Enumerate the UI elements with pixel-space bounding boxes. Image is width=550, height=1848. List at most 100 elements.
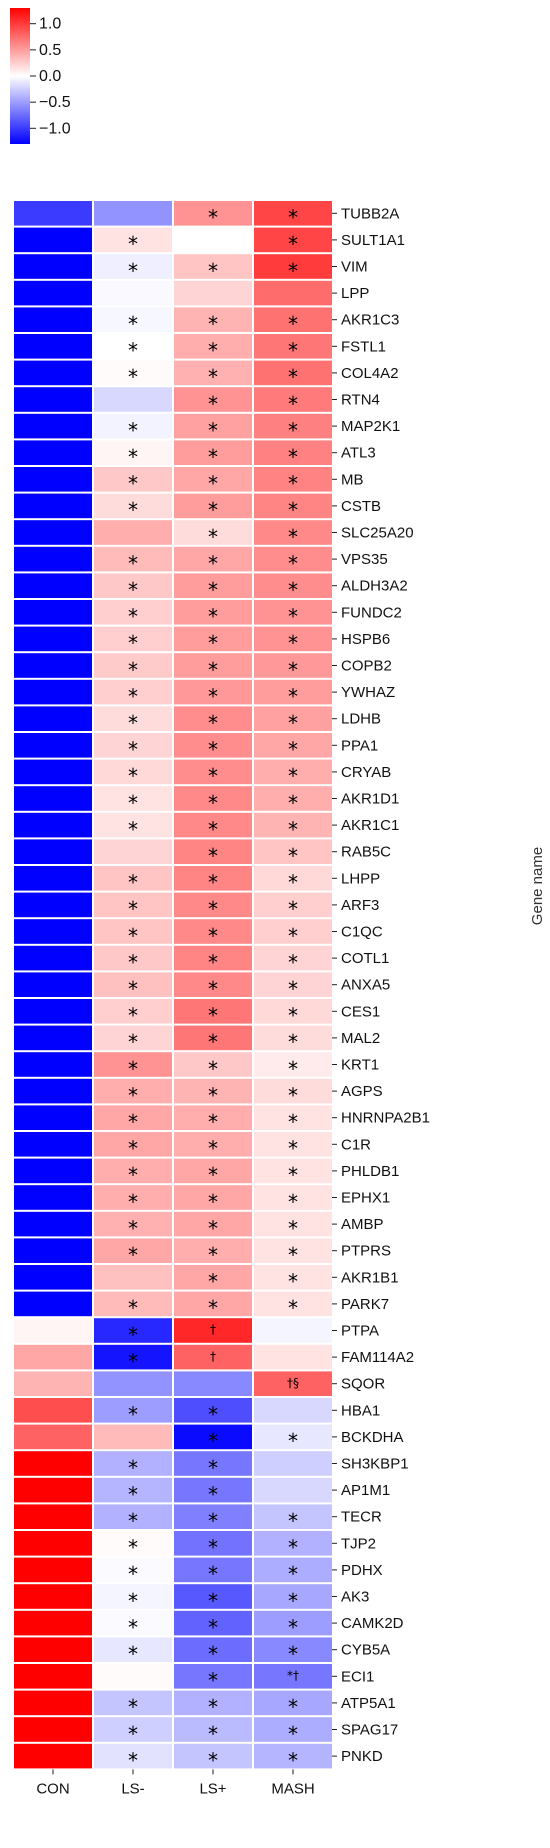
- heatmap-cell: [254, 1132, 332, 1157]
- heatmap-cell: [14, 1185, 92, 1210]
- significance-mark: *: [288, 924, 298, 948]
- significance-mark: *: [288, 658, 298, 682]
- heatmap-cell: [174, 1078, 252, 1104]
- heatmap-cell: [174, 999, 252, 1024]
- heatmap-cell: [94, 1690, 172, 1716]
- gene-label: FAM114A2: [341, 1349, 414, 1366]
- significance-mark: *: [288, 472, 298, 496]
- heatmap-cell: [254, 786, 332, 811]
- significance-mark: *: [208, 1669, 218, 1693]
- significance-mark: *: [128, 365, 138, 389]
- heatmap-cell: [174, 1451, 252, 1476]
- heatmap-cell: [14, 866, 92, 891]
- significance-mark: *: [208, 578, 218, 602]
- heatmap-cell: [254, 254, 332, 279]
- significance-mark: *: [208, 1270, 218, 1294]
- heatmap-cell: [254, 1238, 332, 1263]
- gene-label: RTN4: [341, 392, 380, 409]
- heatmap-cell: [94, 440, 172, 465]
- heatmap-cell: [174, 1637, 252, 1662]
- heatmap-cell: [254, 1185, 332, 1210]
- heatmap-cell: [254, 1211, 332, 1237]
- heatmap-cell: [94, 1424, 172, 1450]
- heatmap-cell: [94, 1291, 172, 1317]
- significance-mark: *: [208, 631, 218, 655]
- heatmap-cell: [174, 467, 252, 492]
- significance-mark: †: [210, 1349, 216, 1363]
- gene-label: CRYAB: [341, 764, 391, 781]
- heatmap-cell: [174, 360, 252, 386]
- significance-mark: *: [288, 1722, 298, 1746]
- heatmap-cell: [94, 467, 172, 492]
- heatmap-cell: [254, 999, 332, 1024]
- heatmap-cell: [14, 733, 92, 758]
- significance-mark: *: [208, 897, 218, 921]
- heatmap-cell: [174, 546, 252, 572]
- heatmap-cell: [254, 626, 332, 652]
- heatmap-cell: [14, 1265, 92, 1290]
- significance-mark: *: [208, 1642, 218, 1666]
- heatmap-cell: [174, 334, 252, 359]
- heatmap-cell: [254, 467, 332, 492]
- heatmap-cell: [174, 1185, 252, 1210]
- significance-mark: *: [208, 711, 218, 735]
- column-label: MASH: [271, 1780, 314, 1797]
- column-label: LS+: [199, 1780, 226, 1797]
- significance-mark: *: [288, 445, 298, 469]
- significance-mark: *: [128, 1190, 138, 1214]
- gene-axis-labels: TUBB2A SULT1A1 VIM LPP AKR1C3 FSTL1 COL4A2 RTN4…: [332, 205, 430, 1765]
- gene-label: C1R: [341, 1136, 371, 1153]
- heatmap-cell: [254, 413, 332, 439]
- gene-label: TJP2: [341, 1535, 376, 1552]
- heatmap-cell: [14, 1398, 92, 1423]
- significance-mark: *: [208, 1163, 218, 1187]
- significance-mark: †: [210, 1323, 216, 1337]
- heatmap-cell: [94, 1664, 172, 1689]
- heatmap-cell: [14, 1025, 92, 1051]
- heatmap-cell: [94, 307, 172, 332]
- heatmap-cell: [94, 600, 172, 625]
- heatmap-cell: [14, 1743, 92, 1769]
- heatmap-cell: [94, 1531, 172, 1556]
- heatmap-cell: [14, 413, 92, 439]
- heatmap-cell: [94, 1265, 172, 1290]
- gene-label: VPS35: [341, 551, 388, 568]
- gene-label: ALDH3A2: [341, 578, 408, 595]
- heatmap-cell: [254, 387, 332, 412]
- heatmap-cell: [174, 1318, 252, 1343]
- colorbar-tick-label: −1.0: [39, 120, 71, 137]
- heatmap-cell: [254, 919, 332, 944]
- significance-mark: *: [208, 1748, 218, 1772]
- significance-marks: * ** ** * ** * ** * ** * ** ** * ** * ** * ** * ** ** * ** * ** *…: [128, 206, 299, 1773]
- gene-label: ARF3: [341, 897, 379, 914]
- significance-mark: *: [128, 418, 138, 442]
- heatmap-cell: [94, 1052, 172, 1077]
- heatmap-cell: [174, 1105, 252, 1130]
- heatmap-cell: [94, 1477, 172, 1503]
- heatmap-cell: [14, 839, 92, 864]
- gene-label: LPP: [341, 285, 369, 302]
- significance-mark: *: [208, 259, 218, 283]
- heatmap-cell: [14, 493, 92, 519]
- colorbar-tick-label: −0.5: [39, 94, 71, 111]
- heatmap-cell: [174, 919, 252, 944]
- significance-mark: *: [128, 631, 138, 655]
- significance-mark: *: [208, 365, 218, 389]
- heatmap-cell: [94, 1025, 172, 1051]
- significance-mark: *: [288, 1748, 298, 1772]
- y-axis-label: Gene name: [529, 847, 546, 925]
- significance-mark: *: [128, 1482, 138, 1506]
- heatmap-cell: [94, 1504, 172, 1529]
- gene-label: VIM: [341, 259, 368, 276]
- heatmap-cell: [254, 759, 332, 785]
- heatmap-cell: [174, 1424, 252, 1450]
- heatmap-cell: [254, 679, 332, 705]
- significance-mark: *: [128, 1137, 138, 1161]
- heatmap-cell: [174, 1052, 252, 1077]
- gene-label: YWHAZ: [341, 684, 395, 701]
- heatmap-cell: [174, 573, 252, 598]
- heatmap-cell: [254, 1291, 332, 1317]
- gene-label: COTL1: [341, 950, 389, 967]
- significance-mark: *: [128, 472, 138, 496]
- colorbar-tick-label: 0.0: [39, 68, 61, 85]
